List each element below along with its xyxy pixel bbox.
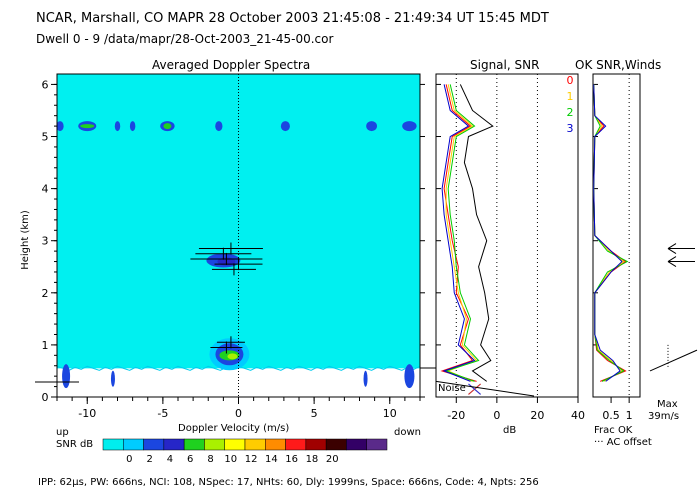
colorbar-tick-label-12: 12 — [245, 454, 258, 465]
wind-barb-2-head-b — [667, 261, 677, 267]
echo-5km-patch-0 — [56, 121, 64, 132]
x-tick-label-10: 10 — [383, 407, 397, 420]
signal-title: Signal, SNR — [470, 58, 540, 72]
winds-legend-3: 3 — [567, 122, 574, 135]
colorbar-tick-label-14: 14 — [265, 454, 278, 465]
winds-legend-2: 2 — [567, 106, 574, 119]
y-tick-label-1: 1 — [42, 339, 49, 352]
signal-frame — [435, 73, 579, 398]
winds-frame — [592, 73, 641, 398]
y-tick-label-0: 0 — [42, 391, 49, 404]
colorbar-tick-label-16: 16 — [285, 454, 298, 465]
winds-series-1 — [593, 84, 625, 382]
footer-params: IPP: 62µs, PW: 666ns, NCI: 108, NSpec: 1… — [38, 477, 539, 488]
colorbar-label: SNR dB — [56, 439, 94, 450]
colorbar-tick-label-10: 10 — [224, 454, 237, 465]
signal-series-0 — [459, 84, 494, 382]
signal-baseline — [435, 380, 535, 397]
winds-legend-1: 1 — [567, 90, 574, 103]
header-dwell: Dwell 0 - 9 /data/mapr/28-Oct-2003_21-45… — [36, 32, 334, 46]
echo-5km-patch-8 — [402, 121, 417, 132]
header-title: NCAR, Marshall, CO MAPR 28 October 2003 … — [36, 11, 549, 26]
noise-label: Noise — [438, 383, 466, 394]
y-tick-label-3: 3 — [42, 235, 49, 248]
colorbar-swatch-7 — [244, 438, 266, 451]
signal-x-tick-label-20: 20 — [530, 409, 544, 422]
winds-x-tick-label-1: 1 — [626, 409, 633, 422]
colorbar-swatch-2 — [143, 438, 165, 451]
colorbar-tick-label-8: 8 — [207, 454, 213, 465]
colorbar-tick-label-0: 0 — [126, 454, 132, 465]
signal-x-tick-label-40: 40 — [571, 409, 585, 422]
x-tick-label-0: 0 — [235, 407, 242, 420]
signal-x-tick-label--20: -20 — [447, 409, 465, 422]
ground-echo-left — [62, 364, 71, 389]
colorbar-swatch-13 — [366, 438, 388, 451]
echo-5km-patch-7 — [366, 121, 377, 132]
signal-xlabel: dB — [503, 425, 517, 436]
echo-5km-patch-2 — [114, 121, 121, 132]
max-value: 39m/s — [648, 411, 680, 422]
wind-barb-1-head-b — [667, 248, 677, 254]
colorbar-swatch-0 — [102, 438, 124, 451]
winds-title: OK SNR,Winds — [575, 58, 662, 72]
echo-5km-patch-3 — [129, 121, 136, 132]
colorbar-swatch-12 — [346, 438, 367, 451]
signal-series-2 — [445, 84, 478, 382]
echo-5km-core-a — [80, 124, 95, 129]
x-tick-label--5: -5 — [157, 407, 168, 420]
winds-x-tick-label-0.5: 0.5 — [602, 409, 620, 422]
winds-series-3 — [593, 84, 623, 382]
echo-5km-core-b — [163, 123, 172, 130]
ground-echo-right — [404, 364, 415, 389]
colorbar-swatch-4 — [183, 438, 205, 451]
y-tick-label-5: 5 — [42, 131, 49, 144]
winds-lowlevel-line — [649, 349, 698, 372]
x-tick-label-5: 5 — [311, 407, 318, 420]
x-tick-label--10: -10 — [78, 407, 96, 420]
colorbar-swatch-8 — [265, 438, 286, 451]
colorbar-tick-label-20: 20 — [326, 454, 339, 465]
winds-xlabel: Frac OK — [594, 425, 633, 436]
y-tick-label-4: 4 — [42, 183, 49, 196]
ground-echo-right2 — [363, 370, 368, 387]
colorbar-swatch-3 — [163, 438, 185, 451]
echo-5km-patch-5 — [215, 121, 223, 132]
signal-series-3 — [444, 84, 480, 382]
spectra-xlabel: Doppler Velocity (m/s) — [178, 423, 290, 434]
colorbar-tick-label-6: 6 — [187, 454, 193, 465]
colorbar-swatch-1 — [123, 438, 144, 451]
spectra-up-label: up — [56, 427, 69, 438]
max-label: Max — [657, 399, 678, 410]
echo-5km-patch-6 — [280, 121, 290, 132]
colorbar-swatch-11 — [325, 438, 347, 451]
colorbar-swatch-5 — [204, 438, 225, 451]
signal-x-tick-label-0: 0 — [493, 409, 500, 422]
spectra-title: Averaged Doppler Spectra — [152, 58, 311, 72]
colorbar-tick-label-2: 2 — [146, 454, 152, 465]
spectra-ylabel: Height (km) — [20, 210, 31, 270]
signal-series-4 — [441, 84, 476, 382]
colorbar-swatch-6 — [224, 438, 246, 451]
colorbar-swatch-9 — [285, 438, 307, 451]
colorbar-tick-label-4: 4 — [167, 454, 173, 465]
wind-barb-2-head-a — [667, 256, 677, 262]
wind-barb-1-head-a — [667, 243, 677, 249]
noise-marker-b — [468, 383, 482, 395]
echo-0.8km-peak — [227, 353, 238, 360]
winds-legend-0: 0 — [567, 74, 574, 87]
ac-offset-label: ··· AC offset — [594, 437, 652, 448]
y-tick-label-2: 2 — [42, 287, 49, 300]
y-tick-label-6: 6 — [42, 78, 49, 91]
winds-series-0 — [593, 84, 627, 382]
colorbar-swatch-10 — [305, 438, 327, 451]
ground-echo-left2 — [110, 370, 115, 387]
colorbar-tick-label-18: 18 — [306, 454, 319, 465]
spectra-down-label: down — [394, 427, 421, 438]
winds-series-2 — [593, 84, 629, 382]
